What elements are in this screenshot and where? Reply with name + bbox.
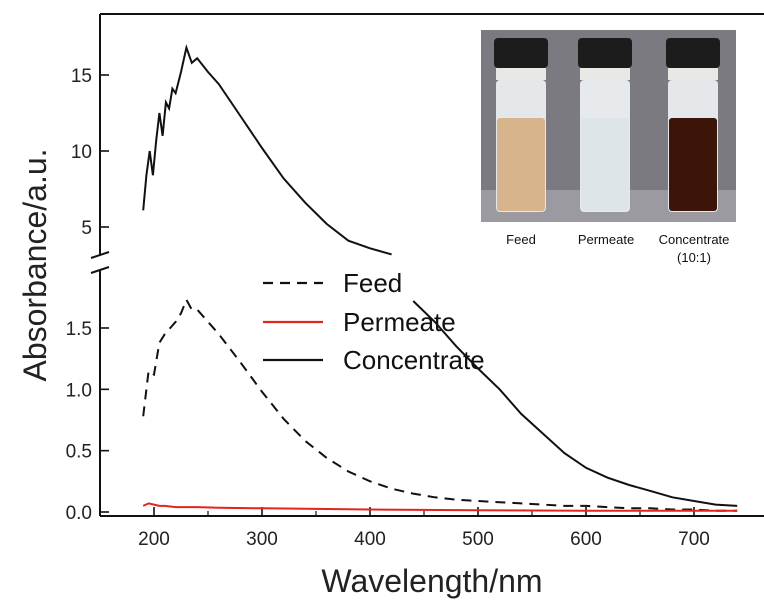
vial-liquid-feed bbox=[497, 118, 545, 211]
vial-cap-icon bbox=[494, 38, 548, 68]
y-tick-label: 10 bbox=[71, 142, 92, 163]
vial-neck bbox=[496, 68, 546, 80]
x-tick-label: 700 bbox=[678, 529, 710, 550]
series-line-permeate bbox=[142, 502, 738, 512]
y-tick-label: 0.0 bbox=[66, 503, 92, 524]
inset-label-permeate: Permeate bbox=[578, 232, 634, 247]
inset-label-concentrate: Concentrate bbox=[659, 232, 730, 247]
vial-feed bbox=[494, 38, 548, 212]
vial-cap-icon bbox=[578, 38, 632, 68]
vial-neck bbox=[580, 68, 630, 80]
x-tick-label: 200 bbox=[138, 529, 170, 550]
legend-label-concentrate: Concentrate bbox=[343, 345, 485, 375]
y-tick-label: 1.5 bbox=[66, 319, 92, 340]
series-line-concentrate-part2 bbox=[412, 300, 738, 507]
legend-label-permeate: Permeate bbox=[343, 307, 456, 337]
series-line-feed bbox=[142, 297, 738, 512]
x-axis-title: Wavelength/nm bbox=[321, 563, 542, 599]
y-tick-label: 1.0 bbox=[66, 380, 92, 401]
x-tick-label: 300 bbox=[246, 529, 278, 550]
y-tick-label: 15 bbox=[71, 66, 92, 87]
vial-neck bbox=[668, 68, 718, 80]
axis-break-mark bbox=[90, 266, 110, 274]
legend: Feed Permeate Concentrate bbox=[263, 268, 485, 375]
y-tick-label: 5 bbox=[81, 218, 92, 239]
series-line-concentrate-part1 bbox=[142, 43, 392, 256]
axis-break-mark bbox=[90, 251, 110, 259]
inset-photo: Feed Permeate Concentrate (10:1) bbox=[481, 30, 736, 265]
vial-concentrate bbox=[666, 38, 720, 212]
vial-liquid-concentrate bbox=[669, 118, 717, 211]
x-tick-label: 400 bbox=[354, 529, 386, 550]
inset-label-feed: Feed bbox=[506, 232, 536, 247]
x-tick-label: 600 bbox=[570, 529, 602, 550]
vial-permeate bbox=[578, 38, 632, 212]
legend-label-feed: Feed bbox=[343, 268, 402, 298]
vial-liquid-permeate bbox=[581, 118, 629, 211]
series-layer bbox=[142, 43, 738, 512]
x-tick-label: 500 bbox=[462, 529, 494, 550]
vial-cap-icon bbox=[666, 38, 720, 68]
y-axis-title: Absorbance/a.u. bbox=[17, 148, 53, 381]
inset-label-ratio: (10:1) bbox=[677, 250, 711, 265]
axes-layer: 200 300 400 500 600 700 0.0 0.5 1.0 1.5 5 10 15 bbox=[66, 13, 764, 550]
y-tick-label: 0.5 bbox=[66, 442, 92, 463]
